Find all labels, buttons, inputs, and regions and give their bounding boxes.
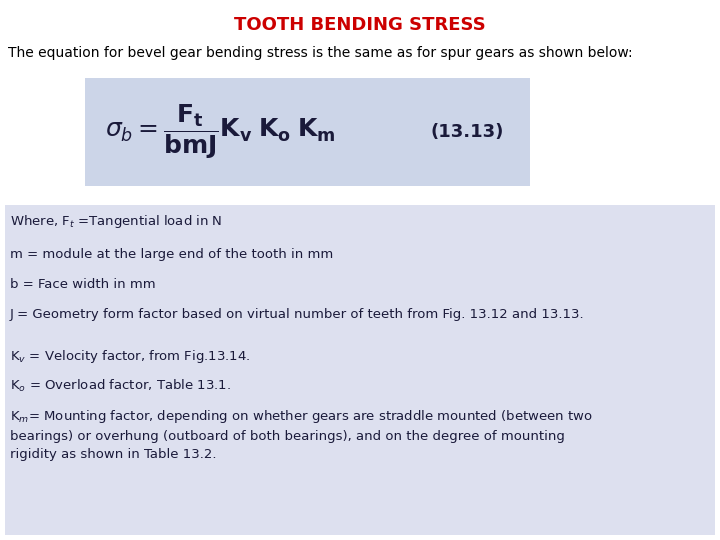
Text: TOOTH BENDING STRESS: TOOTH BENDING STRESS: [234, 16, 486, 34]
Text: The equation for bevel gear bending stress is the same as for spur gears as show: The equation for bevel gear bending stre…: [8, 46, 633, 60]
Text: m = module at the large end of the tooth in mm: m = module at the large end of the tooth…: [10, 248, 333, 261]
Text: $\boldsymbol{\sigma_b} = \dfrac{\mathbf{F_t}}{\mathbf{bmJ}}\mathbf{K_v\;K_o\;K_m: $\boldsymbol{\sigma_b} = \dfrac{\mathbf{…: [104, 103, 336, 161]
Text: (13.13): (13.13): [430, 123, 503, 141]
Text: Where, F$_t$ =Tangential load in N: Where, F$_t$ =Tangential load in N: [10, 213, 222, 230]
Bar: [5, 205, 715, 535]
Text: b = Face width in mm: b = Face width in mm: [10, 278, 156, 291]
Text: K$_v$ = Velocity factor, from Fig.13.14.: K$_v$ = Velocity factor, from Fig.13.14.: [10, 348, 251, 365]
Text: K$_m$= Mounting factor, depending on whether gears are straddle mounted (between: K$_m$= Mounting factor, depending on whe…: [10, 408, 593, 461]
Text: K$_o$ = Overload factor, Table 13.1.: K$_o$ = Overload factor, Table 13.1.: [10, 378, 231, 394]
Text: J = Geometry form factor based on virtual number of teeth from Fig. 13.12 and 13: J = Geometry form factor based on virtua…: [10, 308, 585, 321]
Bar: [85, 78, 530, 186]
